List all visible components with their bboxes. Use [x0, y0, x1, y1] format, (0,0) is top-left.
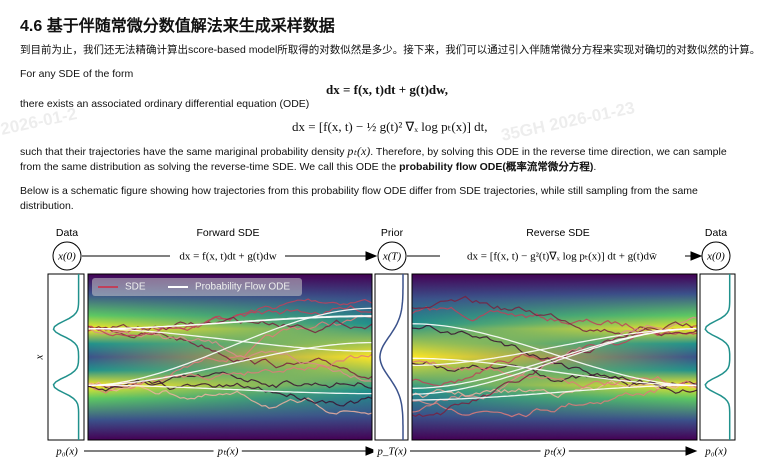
equation: dx = f(x, t)dt + g(t)dw [179, 251, 276, 263]
label-bg [540, 445, 569, 458]
label-bg [52, 445, 82, 458]
sde-trajectory [411, 295, 698, 337]
text: such that their trajectories have the sa… [20, 146, 345, 158]
sde-trajectory [87, 379, 373, 407]
node: x(T) [382, 251, 402, 263]
legend [92, 278, 302, 296]
ode-trajectory [412, 323, 697, 386]
sde-trajectory [411, 324, 698, 394]
sde-trajectory [411, 379, 698, 399]
label-bg [213, 445, 242, 458]
watermark: 35GH 2026-01-23 [499, 98, 637, 145]
equation: dx = [f(x, t) − ½ g(t)² ∇ₓ log pₜ(x)] dt… [292, 119, 488, 134]
equation: dx = [f(x, t) − g²(t)∇ₓ log pₜ(x)] dt + … [467, 251, 657, 263]
trajectories [87, 295, 698, 418]
text: For any SDE of the form [20, 68, 134, 80]
node: x(0) [706, 251, 725, 263]
density-curve [704, 274, 731, 440]
sde-trajectory [411, 321, 698, 418]
heading: 4.6 基于伴随常微分数值解法来生成采样数据 [20, 18, 335, 35]
axis-label: x [34, 354, 46, 360]
sde-trajectory [411, 360, 698, 389]
panel-border [411, 273, 698, 441]
sde-trajectory [87, 381, 373, 415]
equation: dx = f(x, t)dt + g(t)dw, [326, 82, 449, 97]
panel-border [87, 273, 373, 441]
intro: 到目前为止，我们还无法精确计算出score-based model所取得的对数似… [20, 44, 757, 56]
sde-trajectory [87, 353, 373, 388]
label: p₀(x) [55, 446, 78, 458]
label-bg [373, 445, 410, 458]
ode-trajectory [88, 384, 372, 395]
label: p₀(x) [704, 446, 727, 458]
label-bg [701, 445, 731, 458]
label: Reverse SDE [526, 227, 590, 239]
label: p_T(x) [376, 446, 407, 458]
text: there exists an associated ordinary diff… [20, 98, 310, 110]
ode-trajectory [88, 328, 372, 352]
sde-trajectory [411, 381, 698, 418]
ode-trajectory [88, 341, 372, 386]
ode-trajectory [412, 384, 697, 401]
paragraph: Below is a schematic figure showing how … [20, 185, 698, 212]
ode-trajectory [412, 328, 697, 367]
density-curve [52, 274, 80, 440]
sde-trajectory [87, 325, 373, 380]
math: pₜ(x) [347, 144, 371, 158]
ode-trajectory [412, 357, 697, 386]
text: . [593, 161, 597, 173]
sde-trajectory [411, 325, 698, 388]
label: Prior [381, 227, 404, 239]
legend-label: Probability Flow ODE [195, 282, 290, 293]
density-curve [379, 274, 404, 440]
label: pₜ(x) [217, 446, 239, 458]
ode-trajectory [412, 328, 697, 389]
node: x(0) [57, 251, 76, 263]
sde-trajectory [87, 316, 373, 334]
density-curves [52, 274, 731, 440]
label: pₜ(x) [544, 446, 566, 458]
ode-trajectory [88, 307, 373, 386]
arrows [52, 241, 731, 456]
ode-trajectory [88, 315, 372, 330]
paragraph: such that their trajectories have the sa… [20, 144, 748, 175]
bold-text: probability flow ODE(概率流常微分方程) [399, 161, 594, 173]
sde-trajectory [87, 305, 372, 337]
text: . Therefore, by solving this ODE in the … [20, 146, 727, 173]
legend-label: SDE [125, 282, 146, 293]
label: Forward SDE [196, 227, 259, 239]
label: Data [705, 227, 727, 239]
figure: Data Forward SDE Prior Reverse SDE Data … [34, 227, 736, 458]
label: Data [56, 227, 78, 239]
